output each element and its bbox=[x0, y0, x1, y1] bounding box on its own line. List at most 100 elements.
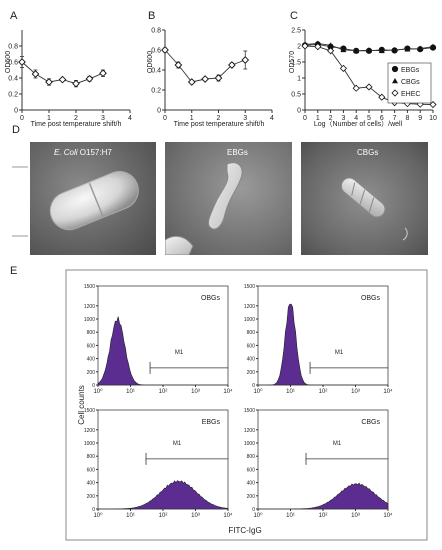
panel-letter-a: A bbox=[10, 10, 18, 22]
hist-1-xtick-label: 10⁴ bbox=[383, 388, 393, 395]
hist-1-ytick-label: 400 bbox=[247, 357, 256, 363]
panel-letter-d: D bbox=[12, 124, 20, 136]
panel-c-point bbox=[314, 43, 322, 51]
panel-c-legend-label-0: EBGs bbox=[401, 67, 420, 74]
hist-1-ytick-label: 800 bbox=[247, 330, 256, 336]
hist-3-ytick-label: 1000 bbox=[244, 441, 255, 447]
panel-a-ytick-label: 0 bbox=[14, 108, 18, 115]
panel-c-point bbox=[417, 45, 424, 51]
panel-a-point bbox=[31, 70, 40, 78]
panel-a-ylabel: OD600 bbox=[5, 51, 12, 73]
panel-c-point bbox=[327, 42, 334, 48]
hist-3-xtick-label: 10¹ bbox=[286, 513, 295, 519]
hist-1-ytick-label: 1200 bbox=[244, 304, 255, 310]
hist-0-xtick-label: 10² bbox=[159, 389, 168, 395]
panel-c-xtick-label: 8 bbox=[405, 115, 409, 122]
panel-c-xtick-label: 0 bbox=[303, 115, 307, 122]
hist-2-ytick-label: 800 bbox=[87, 454, 96, 460]
panel-b-xlabel: Time post temperature shift/h bbox=[174, 121, 265, 128]
panel-b-point bbox=[187, 78, 196, 86]
panel-b-point bbox=[214, 74, 223, 82]
panel-c-point bbox=[365, 83, 373, 91]
panel-c-point bbox=[391, 46, 398, 53]
hist-2-ytick-label: 0 bbox=[92, 507, 95, 513]
hist-1-ytick-label: 0 bbox=[252, 383, 255, 389]
panel-c-legend-marker-2 bbox=[391, 89, 399, 97]
hist-3-ytick-label: 200 bbox=[247, 494, 256, 500]
panel-b-ylabel: OD600 bbox=[147, 51, 154, 73]
panel-a-xtick-label: 4 bbox=[128, 115, 132, 122]
panel-c-point bbox=[352, 84, 360, 92]
hist-0-sample-label: OBGs bbox=[201, 295, 221, 302]
panel-c-legend-label-2: EHEC bbox=[401, 91, 420, 98]
hist-0-xtick-label: 10³ bbox=[191, 389, 200, 395]
hist-1-sample-label: OBGs bbox=[361, 295, 381, 302]
panel-a-ytick-label: 0.4 bbox=[8, 76, 18, 83]
hist-0-ytick-label: 400 bbox=[87, 357, 96, 363]
panel-a-point bbox=[18, 58, 26, 66]
panel-c-ytick-label: 1 bbox=[297, 76, 301, 83]
hist-1-ytick-label: 600 bbox=[247, 343, 256, 349]
panel-c-xtick-label: 1 bbox=[316, 115, 320, 122]
panel-c-ytick-label: 2.5 bbox=[291, 28, 301, 35]
panel-c-point bbox=[429, 100, 437, 109]
panel-b-xtick-label: 1 bbox=[190, 115, 194, 122]
panel-c-point bbox=[366, 47, 372, 53]
panel-c-xtick-label: 7 bbox=[393, 115, 397, 122]
hist-0-ytick-label: 600 bbox=[87, 343, 96, 349]
panel-b-point bbox=[161, 46, 169, 54]
panel-b-xtick-label: 2 bbox=[217, 115, 221, 122]
hist-3-ytick-label: 400 bbox=[247, 481, 256, 487]
hist-2-ytick-label: 1200 bbox=[84, 428, 95, 434]
hist-1-ytick-label: 1500 bbox=[244, 284, 255, 290]
panel-a-xlabel: Time post temperature shift/h bbox=[31, 121, 122, 128]
hist-1-gate-label: M1 bbox=[335, 350, 344, 356]
panel-a-xtick-label: 0 bbox=[20, 115, 24, 122]
panel-c-point bbox=[327, 47, 335, 55]
panel-b-point bbox=[201, 75, 209, 83]
panel-c-ytick-label: 0 bbox=[297, 108, 301, 115]
panel-c-xtick-label: 10 bbox=[429, 115, 437, 122]
sem-image-ebgs: EBGs bbox=[165, 142, 292, 255]
hist-2-ytick-label: 200 bbox=[87, 494, 96, 500]
sem-ecoli-label: E. Coli bbox=[54, 148, 78, 157]
panel-c-xtick-label: 3 bbox=[341, 115, 345, 122]
hist-0-ytick-label: 1000 bbox=[84, 317, 95, 323]
panel-a-point bbox=[45, 78, 53, 86]
hist-2-xtick-label: 10² bbox=[159, 513, 168, 519]
panel-a-ytick-label: 0.8 bbox=[8, 44, 18, 51]
hist-0-gate-label: M1 bbox=[175, 350, 184, 356]
panel-c-legend-label-1: CBGs bbox=[401, 79, 420, 86]
panel-c-xlabel: Log（Number of cells）/well bbox=[314, 120, 403, 128]
hist-3-sample-label: CBGs bbox=[361, 419, 380, 426]
panel-b-xtick-label: 3 bbox=[243, 115, 247, 122]
panel-b-xtick-label: 0 bbox=[163, 115, 167, 122]
hist-1-ytick-label: 1000 bbox=[244, 317, 255, 323]
panel-b-ytick-label: 0.6 bbox=[151, 48, 161, 55]
panel-c-xtick-label: 9 bbox=[418, 115, 422, 122]
panel-c-point bbox=[301, 42, 309, 50]
sem-image-cbgs: CBGs bbox=[301, 142, 428, 255]
sem-cbgs-label: CBGs bbox=[357, 148, 379, 157]
hist-3-xtick-label: 10⁴ bbox=[383, 512, 393, 519]
hist-2-sample-label: EBGs bbox=[202, 419, 221, 426]
panel-b-point bbox=[241, 56, 250, 64]
panel-a-ytick-label: 0.2 bbox=[8, 92, 18, 99]
panel-c-ytick-label: 2 bbox=[297, 44, 301, 51]
panel-c-ytick-label: 1.5 bbox=[291, 60, 301, 67]
panel-a-point bbox=[99, 69, 107, 78]
hist-0-ytick-label: 800 bbox=[87, 330, 96, 336]
hist-2-ytick-label: 1000 bbox=[84, 441, 95, 447]
panel-b-point bbox=[228, 61, 236, 69]
hist-2-xtick-label: 10⁴ bbox=[223, 512, 233, 519]
hist-3-xtick-label: 10² bbox=[319, 513, 328, 519]
hist-0-ytick-label: 200 bbox=[87, 370, 96, 376]
panel-a-point bbox=[58, 75, 67, 84]
sem-ecoli-strain: O157:H7 bbox=[79, 148, 112, 157]
panel-c-point bbox=[340, 46, 347, 53]
panel-a-xtick-label: 1 bbox=[47, 115, 51, 122]
hist-1-xtick-label: 10² bbox=[319, 389, 328, 395]
hist-3-area bbox=[258, 482, 389, 510]
panel-c-xtick-label: 5 bbox=[367, 115, 371, 122]
